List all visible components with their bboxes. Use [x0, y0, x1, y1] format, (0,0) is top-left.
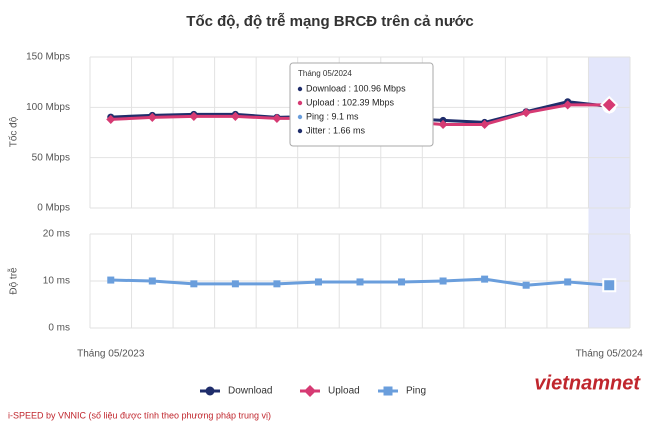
- point: [439, 277, 447, 285]
- tooltip-dot: [297, 100, 303, 106]
- y-tick-label: 100 Mbps: [26, 102, 70, 113]
- tooltip-dot: [297, 128, 303, 134]
- watermark: vietnamnet: [534, 372, 641, 394]
- point: [273, 280, 281, 288]
- point: [314, 278, 322, 286]
- point: [190, 280, 198, 288]
- point: [107, 276, 115, 284]
- point: [481, 275, 489, 283]
- point: [106, 114, 116, 124]
- point: [148, 277, 156, 285]
- y-tick-label: 20 ms: [43, 229, 70, 240]
- y-tick-label: 50 Mbps: [32, 152, 70, 163]
- point: [563, 100, 573, 110]
- y-tick-label: 10 ms: [43, 276, 70, 287]
- tooltip-dot: [297, 114, 303, 120]
- y-axis-title: Độ trễ: [7, 267, 20, 295]
- y-tick-label: 0 ms: [48, 323, 70, 334]
- legend-label: Download: [228, 386, 272, 397]
- point: [231, 280, 239, 288]
- tooltip-line: Jitter : 1.66 ms: [306, 125, 366, 135]
- tooltip-line: Download : 100.96 Mbps: [306, 83, 406, 93]
- point: [600, 95, 619, 115]
- point: [398, 278, 406, 286]
- point: [356, 278, 364, 286]
- legend-label: Upload: [328, 386, 360, 397]
- chart-title: Tốc độ, độ trễ mạng BRCĐ trên cả nước: [186, 13, 473, 30]
- tooltip: Tháng 05/2024 Download : 100.96 Mbps Uplo…: [289, 62, 434, 147]
- y-axis-title: Tốc độ: [8, 116, 20, 147]
- tooltip-line: Ping : 9.1 ms: [306, 111, 359, 121]
- legend-marker: [383, 386, 393, 396]
- point: [480, 119, 490, 129]
- tooltip-line: Upload : 102.39 Mbps: [306, 97, 395, 107]
- point: [147, 112, 157, 122]
- legend-label: Ping: [406, 386, 426, 397]
- legend-marker: [304, 385, 316, 397]
- point: [521, 108, 531, 118]
- point: [272, 113, 282, 123]
- x-tick-label: Tháng 05/2024: [576, 349, 644, 360]
- y-tick-label: 150 Mbps: [26, 52, 70, 63]
- legend-marker: [205, 386, 215, 396]
- point: [564, 278, 572, 286]
- point: [522, 281, 530, 289]
- point: [438, 119, 448, 129]
- source-note: i-SPEED by VNNIC (số liệu được tính theo…: [8, 410, 271, 420]
- tooltip-title: Tháng 05/2024: [298, 69, 352, 78]
- point: [230, 111, 240, 121]
- tooltip-dot: [297, 86, 303, 92]
- tooltip-box: [289, 62, 434, 147]
- point: [189, 111, 199, 121]
- point: [602, 278, 617, 293]
- y-tick-label: 0 Mbps: [37, 203, 70, 214]
- x-tick-label: Tháng 05/2023: [77, 349, 145, 360]
